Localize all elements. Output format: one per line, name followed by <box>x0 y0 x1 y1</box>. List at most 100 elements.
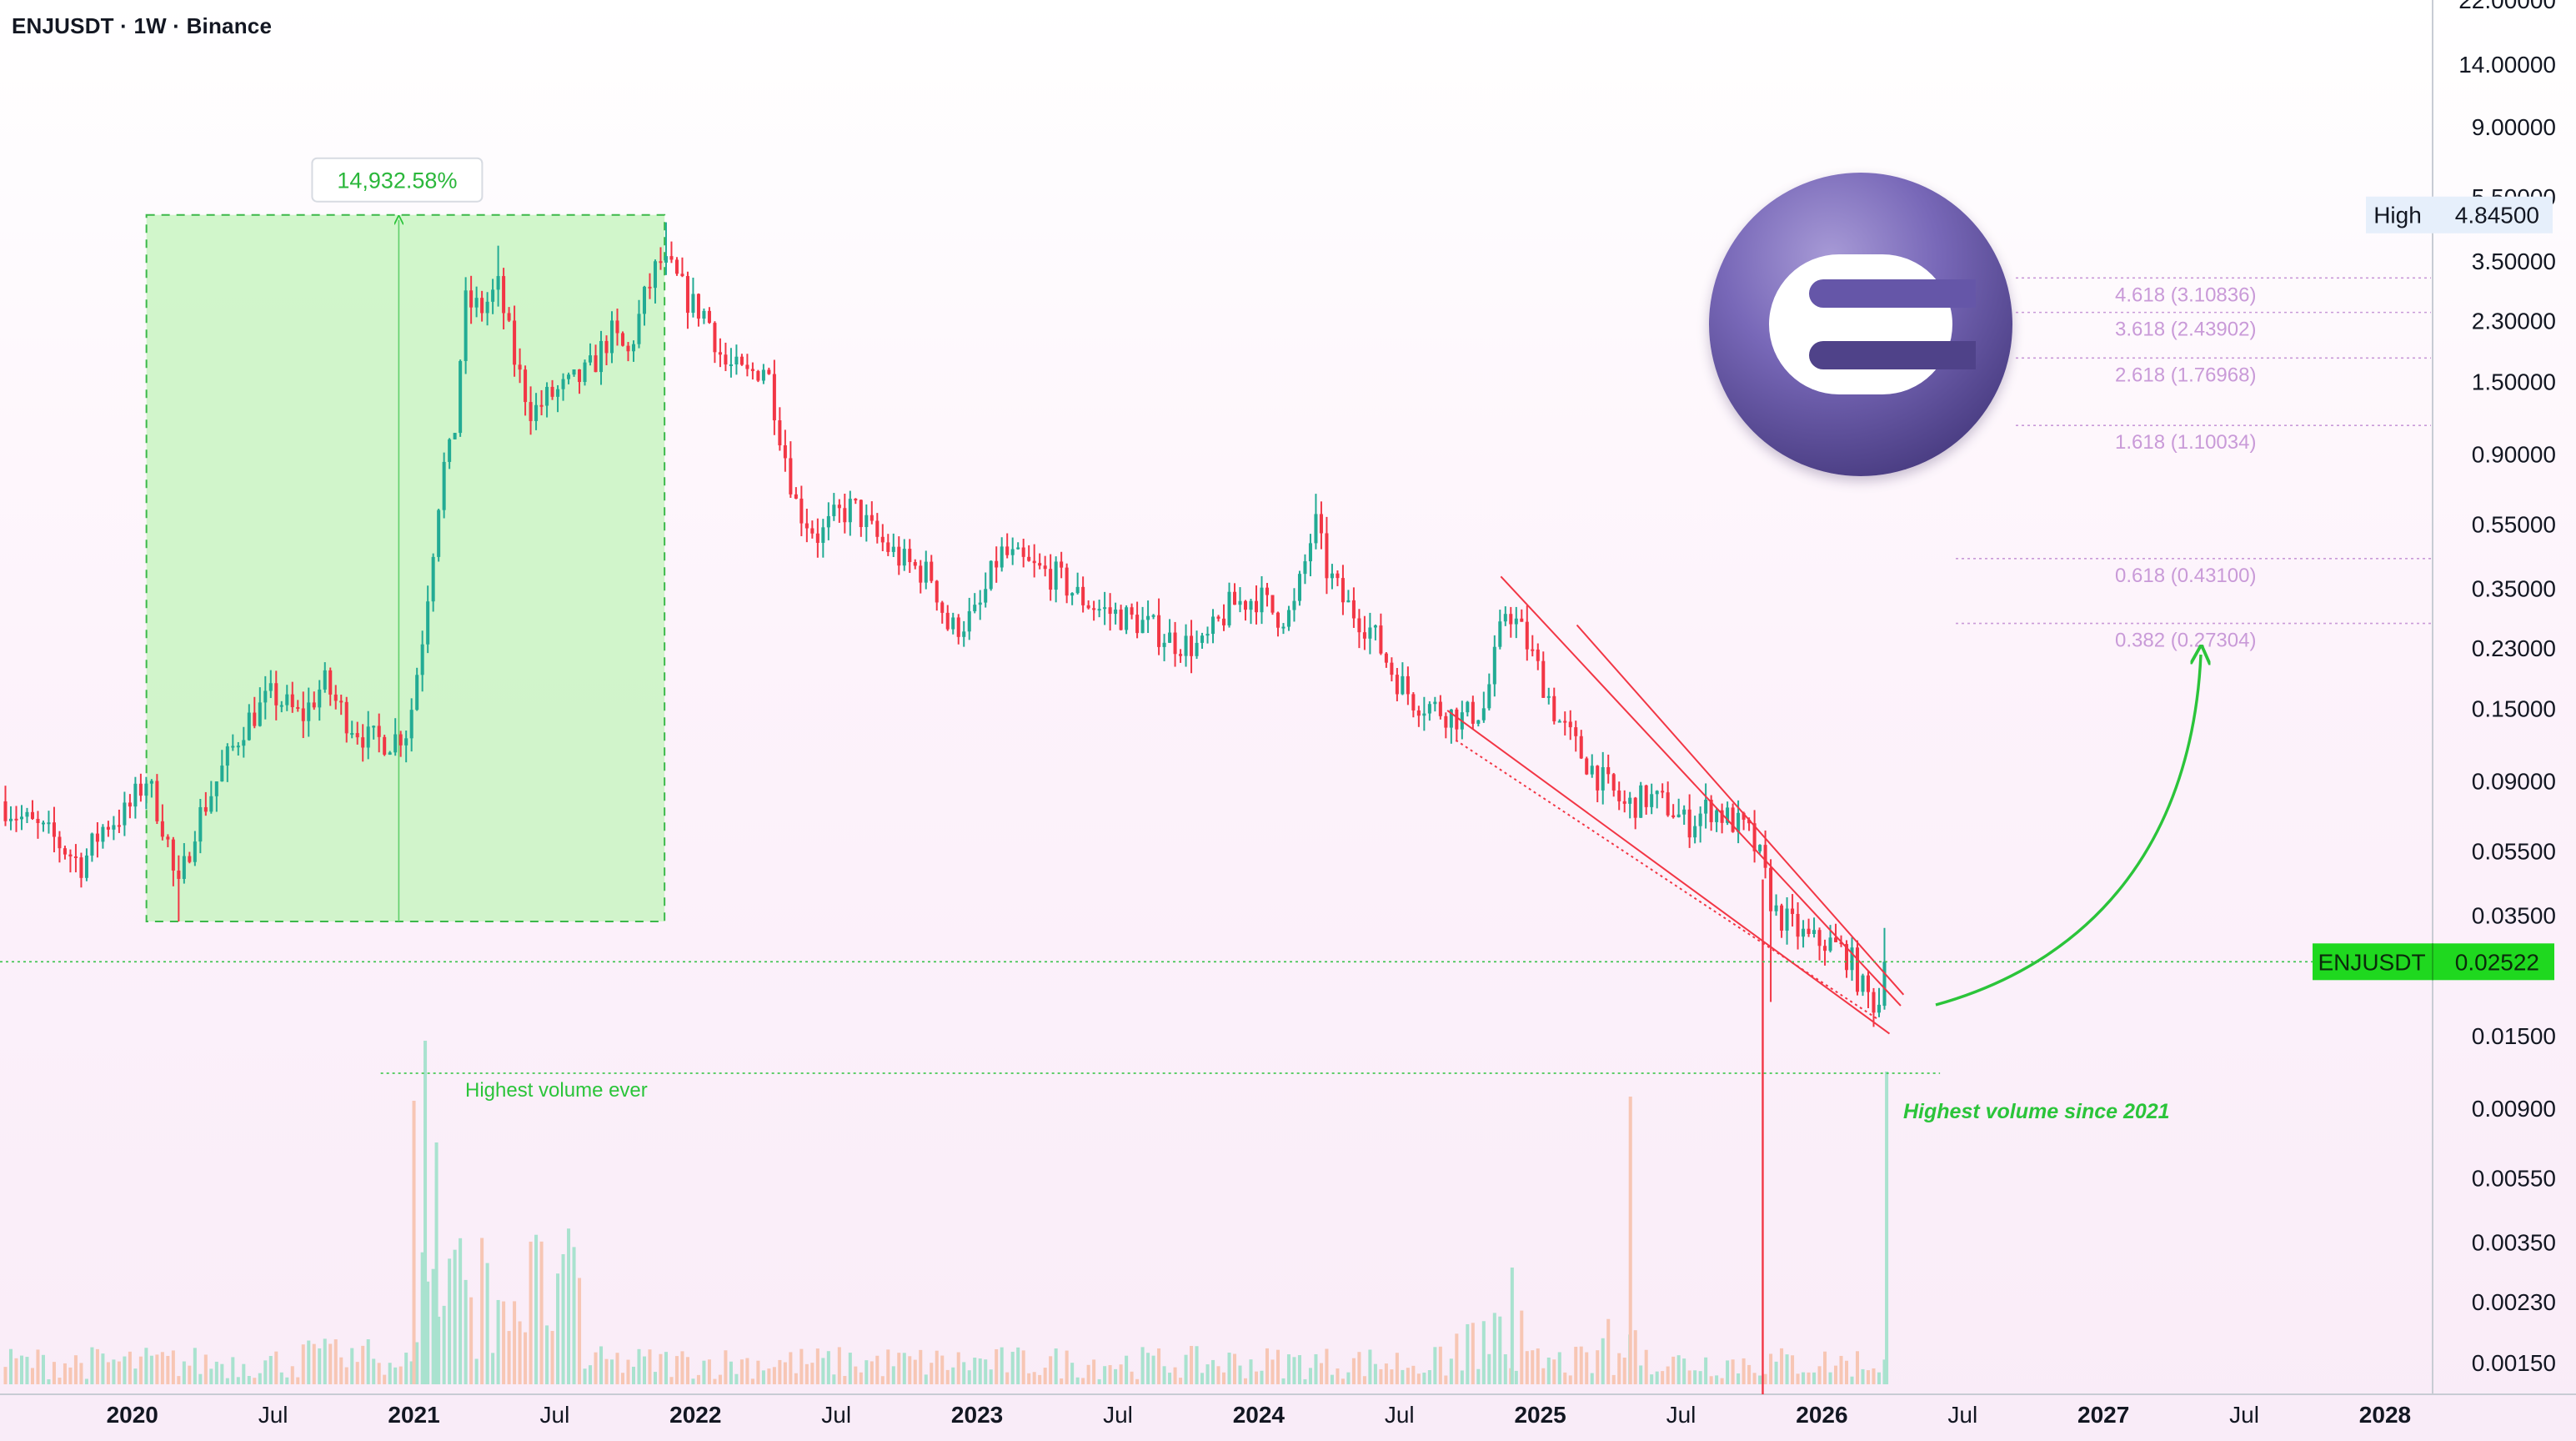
volume-bar <box>1038 1374 1042 1384</box>
x-tick-label: Jul <box>821 1402 851 1428</box>
candle-body <box>707 310 711 324</box>
candle-body <box>366 726 370 748</box>
candle-body <box>729 364 733 367</box>
candle-body <box>1802 928 1806 937</box>
candle-body <box>1157 615 1161 647</box>
volume-bar <box>1481 1321 1486 1384</box>
candle-body <box>1476 720 1481 724</box>
volume-bar <box>745 1358 749 1384</box>
candle-body <box>989 560 993 590</box>
candle-body <box>1179 654 1183 656</box>
volume-bar <box>1222 1372 1226 1384</box>
volume-bar <box>1466 1323 1470 1384</box>
volume-bar <box>1698 1371 1702 1384</box>
high-marker-label: High <box>2373 203 2422 228</box>
volume-bar <box>1834 1365 1838 1384</box>
volume-bar <box>967 1370 971 1384</box>
volume-bar <box>193 1348 197 1384</box>
candle-body <box>567 374 571 379</box>
volume-bar <box>609 1359 614 1384</box>
volume-bar <box>1666 1366 1670 1384</box>
volume-bar <box>1190 1346 1194 1384</box>
volume-bar <box>1275 1349 1280 1384</box>
candle-body <box>123 802 127 826</box>
candle-body <box>328 670 333 695</box>
y-tick-label: 3.50000 <box>2472 249 2556 274</box>
volume-bar <box>1872 1368 1876 1384</box>
volume-bar <box>112 1359 116 1384</box>
volume-bar <box>691 1378 695 1384</box>
candle-body <box>193 841 197 862</box>
volume-bar <box>1021 1350 1025 1384</box>
candle-body <box>1872 992 1876 1013</box>
candle-body <box>1720 810 1724 823</box>
volume-bar <box>1444 1375 1448 1384</box>
x-tick-label: 2025 <box>1514 1402 1566 1428</box>
x-tick-label: Jul <box>258 1402 288 1428</box>
volume-bar <box>236 1377 240 1384</box>
x-tick-label: Jul <box>1947 1402 1977 1428</box>
candle-body <box>464 290 468 361</box>
volume-bar <box>1243 1378 1248 1384</box>
candle-body <box>919 565 923 583</box>
wedge-line <box>1446 710 1891 1035</box>
volume-bar <box>1151 1355 1155 1384</box>
candle-body <box>1238 600 1242 605</box>
volume-bars <box>3 1041 1889 1384</box>
candle-body <box>1438 701 1442 716</box>
candle-body <box>496 276 500 290</box>
volume-bar <box>225 1378 229 1384</box>
candle-body <box>1286 610 1291 627</box>
volume-bar <box>935 1350 939 1384</box>
volume-bar <box>1114 1368 1118 1384</box>
volume-bar <box>1336 1368 1340 1384</box>
candle-body <box>1687 809 1691 838</box>
candle-body <box>1325 533 1329 579</box>
volume-bar <box>1319 1363 1323 1384</box>
candle-body <box>1747 819 1752 824</box>
volume-bar <box>1254 1371 1259 1384</box>
volume-bar <box>188 1365 192 1384</box>
volume-bar <box>1791 1355 1795 1384</box>
volume-bar <box>1731 1359 1735 1384</box>
candle-body <box>68 854 73 856</box>
volume-bar <box>84 1378 88 1384</box>
candle-body <box>1715 810 1719 822</box>
candle-body <box>138 783 143 796</box>
candle-body <box>1655 791 1659 795</box>
volume-bar <box>897 1353 901 1384</box>
volume-bar <box>214 1361 218 1384</box>
candle-body <box>1427 704 1431 714</box>
volume-bar <box>63 1363 67 1384</box>
candle-body <box>1027 556 1031 561</box>
volume-bar <box>231 1357 235 1384</box>
volume-bar <box>631 1366 636 1384</box>
volume-bar <box>1671 1356 1676 1384</box>
volume-bar <box>1563 1372 1567 1384</box>
candle-body <box>166 836 170 840</box>
candle-body <box>149 781 153 784</box>
volume-bar <box>1693 1370 1697 1384</box>
volume-bar <box>41 1354 45 1384</box>
candle-body <box>1758 845 1762 851</box>
volume-bar <box>1065 1350 1069 1384</box>
candle-body <box>52 822 56 837</box>
candle-body <box>1856 947 1860 992</box>
volume-bar <box>1633 1330 1637 1384</box>
candle-body <box>19 816 23 820</box>
candle-body <box>318 689 322 708</box>
volume-bar <box>1752 1373 1757 1384</box>
volume-bar <box>696 1374 700 1384</box>
volume-bar <box>274 1351 278 1384</box>
volume-bar <box>220 1363 224 1384</box>
volume-bar <box>1622 1357 1626 1384</box>
candle-body <box>1200 635 1205 643</box>
candle-body <box>1222 618 1226 625</box>
volume-bar <box>973 1358 977 1384</box>
volume-bar <box>1049 1356 1053 1384</box>
volume-bar <box>19 1355 23 1384</box>
volume-bar <box>832 1374 836 1384</box>
volume-bar <box>90 1347 94 1384</box>
candle-body <box>1823 946 1827 951</box>
